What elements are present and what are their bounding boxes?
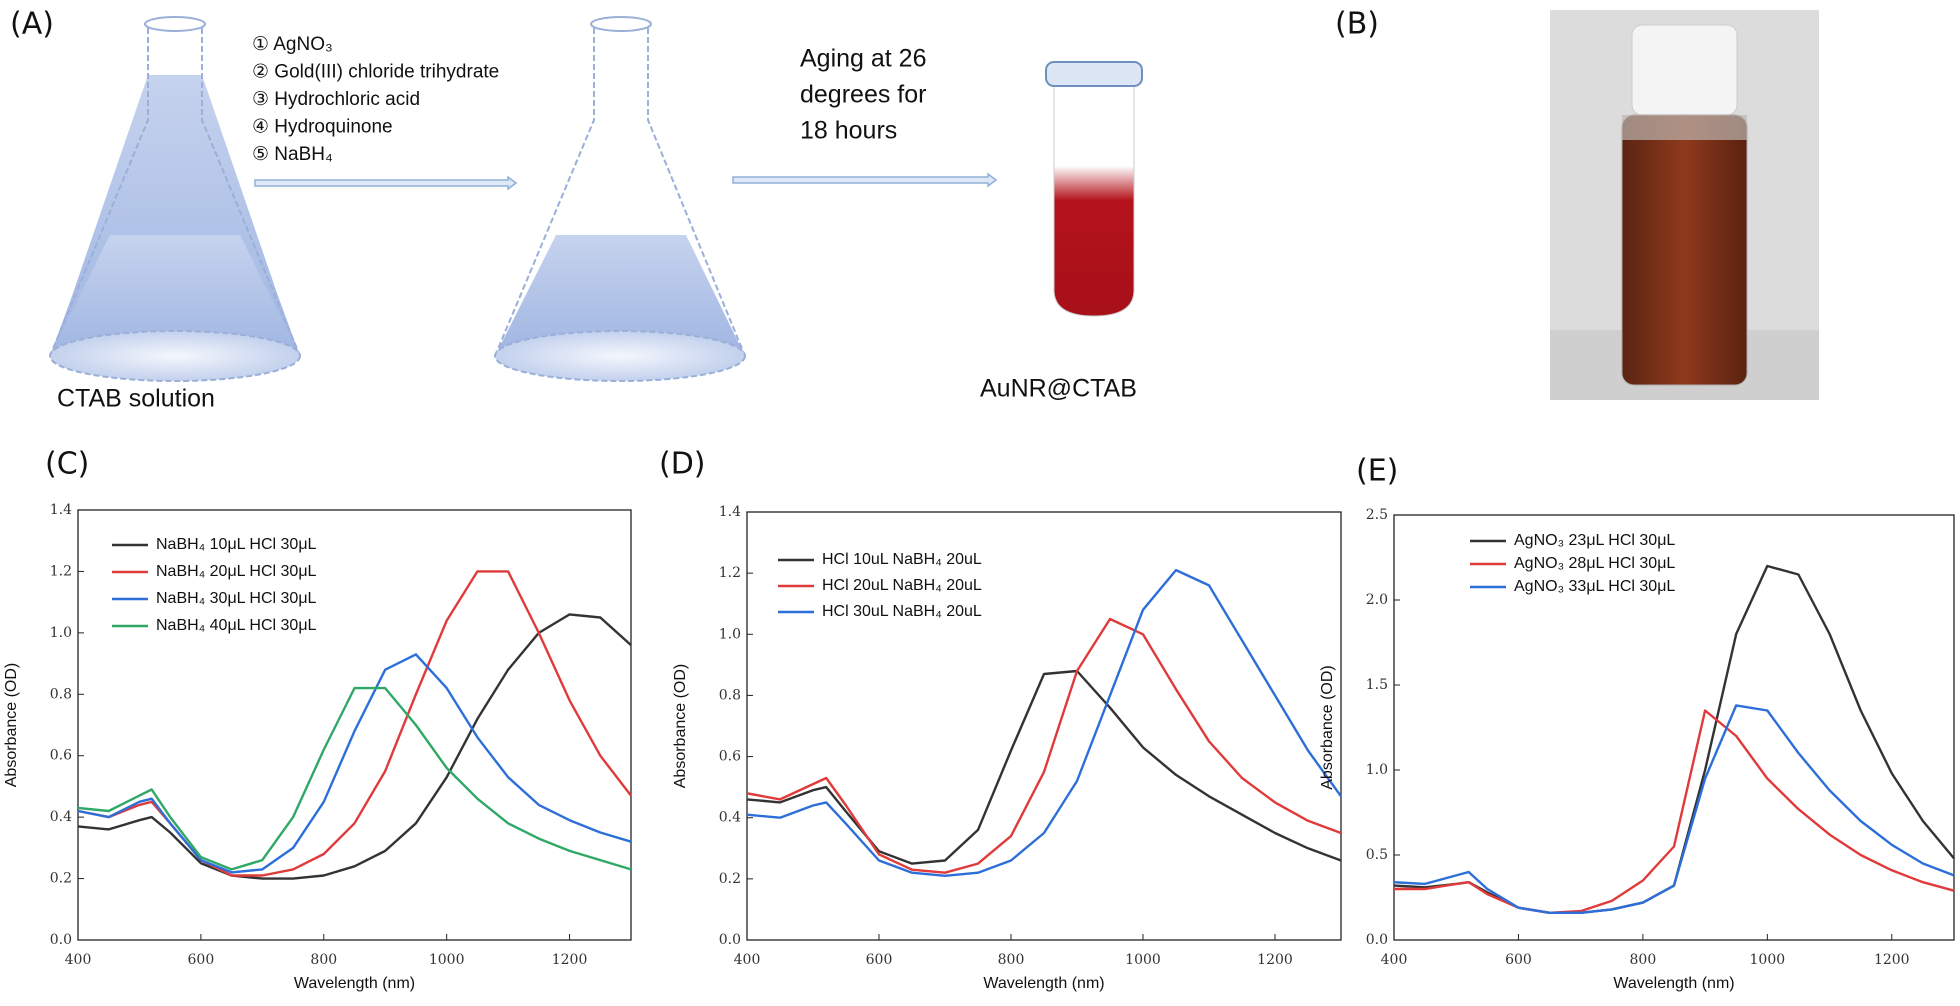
data-line	[77, 686, 632, 871]
panel-label: (E)	[1356, 454, 1398, 489]
flask	[494, 16, 746, 382]
legend-label: NaBH₄ 20μL HCl 30μL	[156, 563, 317, 580]
data-line	[746, 669, 1342, 865]
y-tick-label: 1.2	[719, 565, 741, 581]
data-line	[746, 617, 1342, 874]
y-tick-label: 0.5	[1366, 847, 1388, 863]
plot-frame	[1393, 514, 1955, 941]
panel-label: (C)	[45, 447, 89, 482]
legend-label: AgNO₃ 33μL HCl 30μL	[1514, 578, 1675, 595]
plot-frame	[77, 509, 632, 941]
y-tick-label: 0.8	[50, 686, 72, 702]
x-tick-label: 1200	[1874, 952, 1910, 968]
y-axis-label: Absorbance (OD)	[1319, 665, 1336, 790]
x-tick-label: 1200	[1257, 952, 1293, 968]
x-tick-label: 600	[866, 952, 893, 968]
y-tick-label: 0.2	[50, 871, 72, 887]
x-tick-label: 600	[188, 952, 215, 968]
x-tick-label: 400	[1381, 952, 1408, 968]
legend-label: AgNO₃ 23μL HCl 30μL	[1514, 532, 1675, 549]
y-tick-label: 0.0	[1366, 932, 1388, 948]
data-line	[1394, 709, 1955, 914]
flask	[49, 16, 301, 382]
plot-frame	[746, 511, 1342, 941]
caption: Aging at 26	[800, 45, 927, 73]
reagent: ⑤ NaBH₄	[252, 144, 333, 165]
x-tick-label: 600	[1505, 952, 1532, 968]
y-tick-label: 0.8	[719, 687, 741, 703]
legend-label: NaBH₄ 10μL HCl 30μL	[156, 536, 317, 553]
x-axis-label: Wavelength (nm)	[983, 975, 1104, 992]
x-tick-label: 800	[1630, 952, 1657, 968]
reagent: ① AgNO₃	[252, 34, 333, 55]
y-tick-label: 2.0	[1366, 592, 1388, 608]
y-tick-label: 2.5	[1366, 507, 1388, 523]
y-tick-label: 1.4	[719, 504, 741, 520]
legend-label: HCl 10uL NaBH₄ 20uL	[822, 551, 982, 568]
y-tick-label: 0.6	[50, 748, 72, 764]
reagent: ④ Hydroquinone	[252, 117, 393, 138]
caption: degrees for	[800, 81, 926, 109]
panel-label: (A)	[10, 7, 54, 42]
x-tick-label: 1000	[1750, 952, 1786, 968]
y-tick-label: 1.5	[1366, 677, 1388, 693]
data-line	[77, 570, 632, 877]
x-tick-label: 400	[65, 952, 92, 968]
y-tick-label: 1.0	[1366, 762, 1388, 778]
reagent: ② Gold(III) chloride trihydrate	[252, 62, 499, 83]
legend-label: HCl 30uL NaBH₄ 20uL	[822, 603, 982, 620]
panel-label: (B)	[1335, 7, 1379, 42]
photo	[1550, 10, 1819, 400]
test-tube	[1045, 61, 1143, 317]
x-tick-label: 400	[734, 952, 761, 968]
legend-label: AgNO₃ 28μL HCl 30μL	[1514, 555, 1675, 572]
data-line	[1393, 704, 1955, 914]
y-tick-label: 0.6	[719, 749, 741, 765]
x-tick-label: 1000	[1125, 952, 1161, 968]
caption: CTAB solution	[57, 385, 215, 413]
y-tick-label: 1.4	[50, 502, 72, 518]
x-axis-label: Wavelength (nm)	[1613, 975, 1734, 992]
y-tick-label: 0.4	[50, 809, 72, 825]
data-line	[746, 568, 1342, 877]
x-tick-label: 1200	[552, 952, 588, 968]
arrow	[254, 172, 998, 191]
caption: 18 hours	[800, 117, 897, 145]
y-tick-label: 0.4	[719, 810, 741, 826]
data-line	[77, 653, 632, 874]
legend-label: NaBH₄ 30μL HCl 30μL	[156, 590, 317, 607]
x-axis-label: Wavelength (nm)	[294, 975, 415, 992]
x-tick-label: 800	[310, 952, 337, 968]
y-axis-label: Absorbance (OD)	[3, 663, 20, 788]
y-tick-label: 1.0	[719, 626, 741, 642]
y-tick-label: 0.0	[50, 932, 72, 948]
legend-label: NaBH₄ 40μL HCl 30μL	[156, 617, 317, 634]
data-line	[77, 613, 632, 880]
x-tick-label: 800	[998, 952, 1025, 968]
x-tick-label: 1000	[429, 952, 465, 968]
y-tick-label: 0.0	[719, 932, 741, 948]
reagent: ③ Hydrochloric acid	[252, 89, 420, 110]
y-tick-label: 1.0	[50, 625, 72, 641]
y-axis-label: Absorbance (OD)	[672, 664, 689, 789]
y-tick-label: 0.2	[719, 871, 741, 887]
y-tick-label: 1.2	[50, 563, 72, 579]
panel-label: (D)	[659, 447, 706, 482]
legend-label: HCl 20uL NaBH₄ 20uL	[822, 577, 982, 594]
caption: AuNR@CTAB	[980, 375, 1137, 403]
